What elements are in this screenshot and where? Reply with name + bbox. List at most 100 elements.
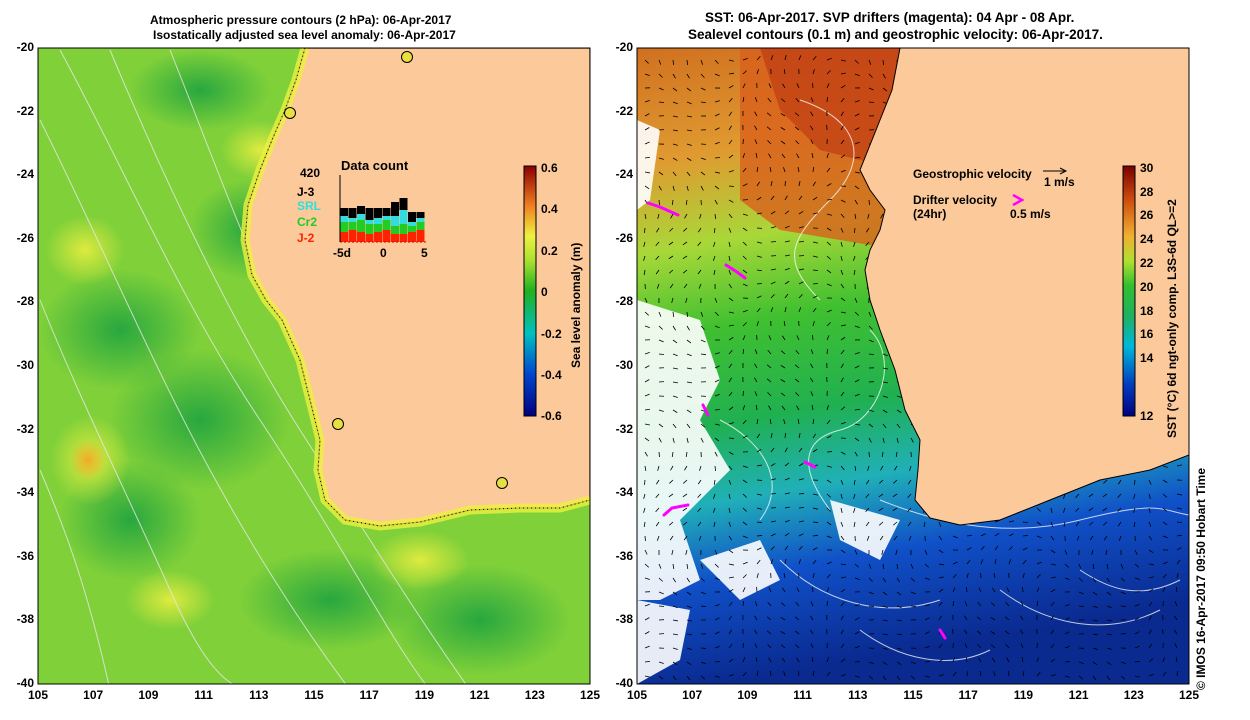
- geostrophic-arrow: [658, 185, 662, 191]
- geostrophic-arrow: [1162, 535, 1168, 539]
- geostrophic-arrow: [697, 227, 702, 233]
- geostrophic-arrow: [1050, 658, 1056, 663]
- geostrophic-arrow: [682, 493, 688, 498]
- geostrophic-arrow: [840, 84, 846, 89]
- data-count-bar-segment: [357, 206, 365, 214]
- geostrophic-arrow: [756, 521, 763, 524]
- geostrophic-arrow: [1148, 658, 1154, 663]
- geostrophic-arrow: [812, 534, 819, 537]
- latitude-tick-label: -24: [16, 167, 34, 182]
- geostrophic-arrow: [882, 395, 888, 398]
- geostrophic-arrow: [809, 629, 814, 635]
- geostrophic-arrow: [686, 395, 692, 398]
- geostrophic-arrow: [742, 283, 748, 287]
- geostrophic-arrow: [700, 185, 704, 191]
- sst-colorbar-tick: 30: [1140, 161, 1154, 175]
- geostrophic-arrow: [938, 588, 944, 593]
- geostrophic-arrow: [668, 241, 674, 246]
- geostrophic-arrow: [683, 227, 688, 232]
- geostrophic-arrow: [798, 478, 804, 481]
- geostrophic-arrow: [1134, 549, 1138, 555]
- geostrophic-arrow: [1134, 645, 1140, 649]
- geostrophic-arrow: [1064, 577, 1070, 581]
- data-count-bar-segment: [340, 208, 348, 216]
- geostrophic-arrow: [783, 419, 786, 425]
- sst-colorbar-tick: 28: [1140, 185, 1154, 199]
- geostrophic-arrow: [672, 577, 677, 583]
- geostrophic-arrow: [682, 269, 688, 274]
- geostrophic-arrow: [783, 321, 786, 327]
- geostrophic-arrow: [976, 630, 982, 635]
- geostrophic-arrow: [656, 283, 660, 289]
- geostrophic-arrow: [767, 140, 772, 145]
- geostrophic-arrow: [893, 535, 898, 541]
- geostrophic-arrow: [979, 670, 982, 677]
- geostrophic-arrow: [826, 574, 831, 579]
- geostrophic-arrow: [644, 437, 650, 442]
- latitude-tick-label: -22: [16, 103, 34, 118]
- geostrophic-velocity-label: Geostrophic velocity: [913, 167, 1032, 181]
- geostrophic-arrow: [854, 141, 860, 145]
- geostrophic-arrow: [672, 563, 675, 569]
- geostrophic-arrow: [854, 100, 860, 103]
- latitude-tick-label: -32: [615, 421, 633, 436]
- geostrophic-arrow: [697, 507, 702, 512]
- geostrophic-arrow: [714, 365, 720, 369]
- geostrophic-arrow: [766, 616, 772, 621]
- geostrophic-arrow: [1076, 535, 1080, 541]
- left-map: [38, 48, 590, 684]
- geostrophic-arrow: [770, 226, 776, 229]
- geostrophic-arrow: [994, 532, 1000, 537]
- geostrophic-arrow: [655, 241, 660, 247]
- geostrophic-arrow: [1078, 563, 1082, 569]
- geostrophic-arrow: [840, 465, 845, 471]
- geostrophic-arrow: [840, 363, 844, 369]
- geostrophic-arrow: [1106, 605, 1112, 609]
- geostrophic-arrow: [672, 367, 678, 370]
- latitude-tick-label: -20: [16, 40, 34, 54]
- geostrophic-arrow: [686, 353, 692, 357]
- geostrophic-arrow: [795, 140, 800, 145]
- geostrophic-arrow: [728, 658, 734, 663]
- geostrophic-arrow: [756, 535, 763, 537]
- geostrophic-arrow: [1175, 586, 1178, 593]
- geostrophic-arrow: [1117, 521, 1122, 527]
- geostrophic-arrow: [896, 409, 902, 413]
- geostrophic-arrow: [644, 660, 651, 663]
- geostrophic-arrow: [854, 675, 860, 678]
- geostrophic-arrow: [756, 321, 759, 327]
- geostrophic-arrow: [812, 433, 817, 439]
- geostrophic-arrow: [812, 573, 815, 579]
- geostrophic-arrow: [879, 535, 884, 541]
- geostrophic-arrow: [742, 507, 747, 512]
- geostrophic-arrow: [882, 647, 888, 650]
- tide-gauge-marker: [496, 477, 508, 489]
- geostrophic-arrow: [781, 350, 786, 355]
- geostrophic-arrow: [812, 321, 815, 327]
- geostrophic-arrow: [865, 521, 870, 527]
- geostrophic-arrow: [798, 546, 803, 551]
- geostrophic-arrow: [672, 591, 678, 596]
- geostrophic-arrow: [794, 364, 800, 369]
- geostrophic-arrow: [672, 423, 677, 429]
- geostrophic-arrow: [700, 563, 704, 569]
- geostrophic-arrow: [854, 365, 860, 369]
- geostrophic-arrow: [756, 464, 762, 467]
- geostrophic-arrow: [1134, 661, 1141, 663]
- geostrophic-arrow: [1050, 615, 1054, 621]
- geostrophic-arrow: [1088, 493, 1094, 498]
- geostrophic-arrow: [728, 521, 732, 527]
- geostrophic-arrow: [728, 170, 734, 173]
- geostrophic-arrow: [685, 549, 688, 555]
- geostrophic-arrow: [728, 507, 731, 513]
- geostrophic-arrow: [794, 616, 800, 621]
- data-count-bar-segment: [391, 226, 399, 234]
- geostrophic-arrow: [881, 451, 884, 458]
- geostrophic-arrow: [796, 405, 800, 411]
- latitude-tick-label: -36: [615, 548, 633, 563]
- data-count-bar-segment: [340, 216, 348, 222]
- geostrophic-arrow: [657, 213, 660, 219]
- geostrophic-arrow: [1174, 601, 1178, 607]
- geostrophic-arrow: [1036, 507, 1041, 512]
- geostrophic-arrow: [882, 409, 888, 413]
